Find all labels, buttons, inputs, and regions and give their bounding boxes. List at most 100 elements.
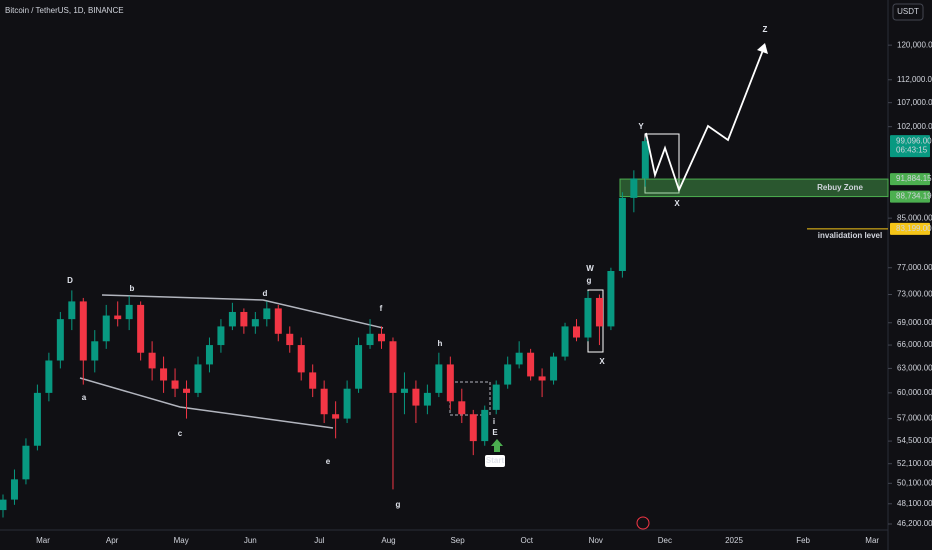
y-tick-label: 102,000.00 [897, 122, 932, 131]
candle-body [618, 197, 626, 271]
candle-body [492, 384, 500, 410]
projection-arrowhead [757, 43, 768, 54]
candle-body [423, 392, 431, 406]
candle-body [538, 376, 546, 381]
wave-label: W [586, 264, 594, 273]
wave-label: g [587, 276, 592, 285]
y-tick-label: 57,000.00 [897, 414, 932, 423]
y-tick-label: 63,000.00 [897, 364, 932, 373]
y-tick-label: 54,500.00 [897, 436, 932, 445]
y-tick-label: 48,100.00 [897, 499, 932, 508]
candle-body [217, 326, 225, 346]
candle-body [148, 352, 156, 369]
y-tick-label: 112,000.00 [897, 75, 932, 84]
wave-label: E [492, 428, 498, 437]
candle-body [263, 308, 271, 320]
rebuy-zone-label: Rebuy Zone [817, 183, 863, 192]
candle-body [400, 388, 408, 393]
candle-body [573, 326, 580, 338]
candle-body [45, 360, 53, 393]
candle-body [171, 380, 179, 389]
candle-body [274, 308, 282, 334]
candle-body [79, 301, 87, 361]
wave-label: D [67, 276, 73, 285]
candle-body [435, 364, 443, 393]
candle-body [10, 479, 18, 500]
candle-body [469, 414, 477, 442]
y-tick-label: 50,100.00 [897, 478, 932, 487]
candle-body [355, 345, 363, 389]
start-box [485, 455, 505, 467]
wave-label: f [380, 304, 383, 313]
candle-body [22, 445, 30, 480]
x-tick-label: Apr [106, 536, 119, 545]
candle-body [504, 364, 512, 385]
x-tick-label: Jun [244, 536, 257, 545]
price-tag-label: 83,199.00 [896, 224, 932, 233]
y-tick-label: 107,000.00 [897, 98, 932, 107]
candle-body [389, 341, 397, 393]
candle-body [515, 352, 523, 365]
candle-body [125, 304, 133, 320]
wave-label: h [438, 339, 443, 348]
candle-body [240, 311, 248, 327]
price-tag [890, 222, 930, 235]
candle-body [607, 270, 615, 327]
candle-body [309, 372, 317, 389]
candle-body [286, 333, 294, 346]
price-tag-label: 99,096.00 [896, 136, 932, 145]
candle-body [183, 388, 191, 393]
candle-body [641, 141, 649, 179]
candle-body [137, 304, 145, 353]
currency[interactable]: USDT [897, 7, 919, 16]
y-tick-label: 46,200.00 [897, 519, 932, 528]
x-tick-label: Nov [589, 536, 603, 545]
price-tag [890, 135, 930, 158]
candle-body [228, 311, 236, 327]
candle-body [584, 297, 592, 338]
x-tick-label: Jul [314, 536, 324, 545]
x-tick-label: 2025 [725, 536, 743, 545]
y-tick-label: 73,000.00 [897, 290, 932, 299]
candle-body [114, 315, 122, 320]
candle-body [332, 414, 340, 419]
x-tick-label: May [174, 536, 189, 545]
wave-label: Y [638, 122, 644, 131]
candle-body [194, 364, 202, 393]
y-tick-label: 66,000.00 [897, 340, 932, 349]
wave-label: X [674, 199, 680, 208]
price-tag [890, 190, 930, 203]
currency-button[interactable] [892, 3, 924, 21]
x-tick-label: Mar [865, 536, 879, 545]
price-tag-label: 91,884.15 [896, 174, 932, 183]
candle-body [595, 297, 603, 327]
x-tick-label: Aug [381, 536, 395, 545]
wave-label: Start [486, 456, 505, 465]
candle-body [160, 368, 168, 381]
wave-label: a [82, 393, 87, 402]
candle-body [481, 409, 489, 442]
candle-body [205, 345, 213, 365]
wave-label: X [599, 357, 605, 366]
candle-body [630, 178, 638, 198]
lower-trendline [79, 377, 334, 429]
invalidation-label: invalidation level [818, 231, 882, 240]
candle-body [320, 388, 328, 415]
upper-trendline [101, 294, 384, 329]
rebuy-zone [619, 178, 889, 198]
candle-body [561, 326, 569, 357]
candle-body [378, 333, 386, 342]
wave-label: e [326, 457, 331, 466]
x-tick-label: Mar [36, 536, 50, 545]
candle-body [68, 301, 76, 320]
y-tick-label: 85,000.00 [897, 213, 932, 222]
price-tag-label: 88,734.19 [896, 192, 932, 201]
y-tick-label: 52,100.00 [897, 459, 932, 468]
candle-body [102, 315, 110, 342]
projection-path [645, 44, 766, 193]
x-tick-label: Sep [450, 536, 465, 545]
candle-body [446, 364, 454, 402]
event-icon [636, 516, 650, 530]
candle-body [91, 341, 99, 361]
